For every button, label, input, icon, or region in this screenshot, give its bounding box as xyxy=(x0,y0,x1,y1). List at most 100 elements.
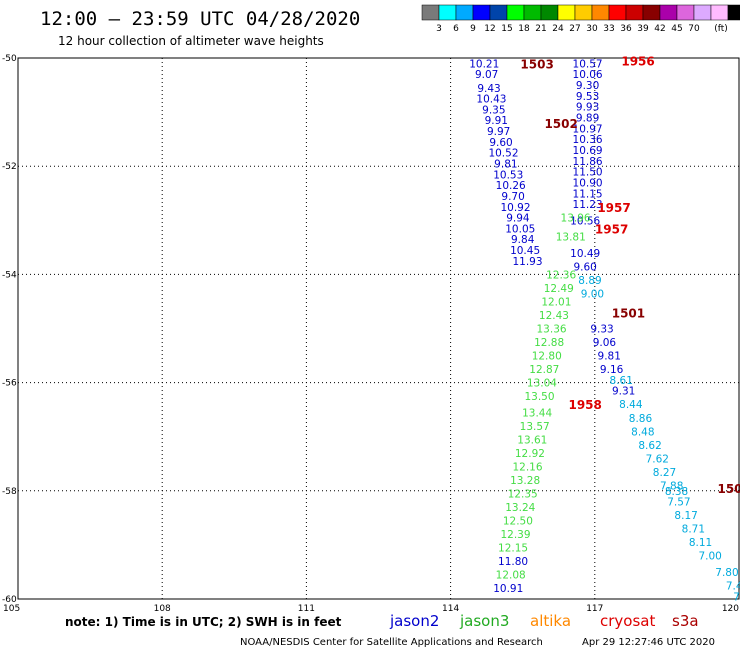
satellite-jason2: jason2 xyxy=(389,612,439,630)
satellite-altika: altika xyxy=(530,612,571,630)
wave-height-label: 8.11 xyxy=(689,537,712,549)
colorbar-label: 36 xyxy=(620,24,632,34)
colorbar-label: 39 xyxy=(637,24,649,34)
satellite-s3a: s3a xyxy=(672,612,699,630)
colorbar-swatch xyxy=(693,4,712,21)
wave-height-label: 11.15 xyxy=(573,188,603,200)
wave-height-label: 11.50 xyxy=(573,167,603,179)
colorbar-swatch xyxy=(506,4,525,21)
colorbar-swatch xyxy=(625,4,644,21)
colorbar-label: 30 xyxy=(586,24,598,34)
pass-number-label: 1503 xyxy=(520,57,553,71)
colorbar-label: 42 xyxy=(654,24,665,34)
colorbar-swatch xyxy=(421,4,440,21)
wave-height-label: 12.36 xyxy=(546,269,576,281)
pass-number-label: 1956 xyxy=(621,55,654,69)
wave-height-label: 11.23 xyxy=(573,199,603,211)
wave-height-label: 9.70 xyxy=(501,191,524,203)
wave-height-label: 12.87 xyxy=(529,364,559,376)
colorbar-swatch xyxy=(574,4,593,21)
wave-height-label: 9.43 xyxy=(477,83,500,95)
wave-height-label: 9.91 xyxy=(485,115,508,127)
y-tick-label: -58 xyxy=(2,487,17,497)
wave-height-label: 10.52 xyxy=(488,148,518,160)
wave-height-label: 12.16 xyxy=(512,461,542,473)
colorbar-swatch xyxy=(591,4,610,21)
wave-height-label: 9.16 xyxy=(600,364,624,376)
wave-height-label: 9.60 xyxy=(573,261,596,273)
wave-height-label: 10.26 xyxy=(496,180,526,192)
wave-height-label: 9.35 xyxy=(482,104,505,116)
pass-number-label: 1957 xyxy=(595,222,628,236)
wave-height-label: 10.90 xyxy=(573,177,603,189)
wave-height-label: 10.97 xyxy=(573,123,603,135)
colorbar-label: 70 xyxy=(688,24,700,34)
x-tick-label: 105 xyxy=(3,604,20,614)
colorbar-unit: (ft) xyxy=(714,24,728,34)
wave-height-label: 9.53 xyxy=(576,91,599,103)
wave-height-label: 9.30 xyxy=(576,80,599,92)
wave-height-label: 8.17 xyxy=(674,510,697,522)
colorbar-swatch xyxy=(710,4,729,21)
wave-height-label: 9.07 xyxy=(475,69,498,81)
colorbar-swatch xyxy=(438,4,457,21)
satellite-cryosat: cryosat xyxy=(600,612,655,630)
pass-number-label: 1957 xyxy=(597,201,630,215)
wave-height-label: 10.43 xyxy=(476,94,506,106)
colorbar-swatch xyxy=(489,4,508,21)
colorbar-swatch xyxy=(642,4,661,21)
plot-frame xyxy=(17,57,740,600)
wave-height-label: 9.89 xyxy=(576,113,599,125)
wave-height-label: 8.61 xyxy=(610,375,633,387)
colorbar-label: 18 xyxy=(518,24,530,34)
pass-number-label: 1958 xyxy=(568,398,601,412)
colorbar-swatch xyxy=(676,4,695,21)
wave-height-label: 10.05 xyxy=(505,223,535,235)
colorbar-label: 12 xyxy=(484,24,495,34)
wave-height-label: 7.62 xyxy=(646,453,669,465)
wave-height-label: 7.88 xyxy=(660,480,683,492)
wave-height-label: 9.81 xyxy=(494,158,517,170)
wave-height-label: 8.62 xyxy=(638,440,661,452)
wave-height-label: 9.94 xyxy=(506,213,530,225)
grid-lines xyxy=(18,58,739,599)
wave-height-label: 8.86 xyxy=(629,413,653,425)
wave-height-label: 13.57 xyxy=(520,421,550,433)
colorbar-swatch xyxy=(557,4,576,21)
y-tick-label: -52 xyxy=(2,162,17,172)
wave-height-label: 13.50 xyxy=(524,391,554,403)
wave-height-label: 10.69 xyxy=(573,145,603,157)
wave-height-label: 12.50 xyxy=(503,516,533,528)
colorbar-swatch xyxy=(608,4,627,21)
wave-height-label: 9.93 xyxy=(576,102,599,114)
chart-subtitle: 12 hour collection of altimeter wave hei… xyxy=(58,34,324,48)
wave-height-label: 9.00 xyxy=(581,288,604,300)
wave-height-label: 10.49 xyxy=(570,248,600,260)
satellite-jason3: jason3 xyxy=(459,612,509,630)
wave-height-label: 10.57 xyxy=(573,58,603,70)
colorbar-label: 15 xyxy=(501,24,512,34)
y-tick-label: -56 xyxy=(2,379,17,389)
wave-height-label: 8.38 xyxy=(665,486,688,498)
colorbar-swatch xyxy=(523,4,542,21)
x-tick-label: 117 xyxy=(586,604,603,614)
wave-height-label: 11.93 xyxy=(512,256,542,268)
y-tick-label: -60 xyxy=(2,595,17,605)
colorbar-swatch xyxy=(659,4,678,21)
pass-number-label: 1500 xyxy=(717,482,740,496)
wave-height-label: 12.88 xyxy=(534,337,564,349)
wave-height-label: 12.43 xyxy=(539,310,569,322)
colorbar-label: 21 xyxy=(535,24,546,34)
colorbar-label: 3 xyxy=(436,24,442,34)
wave-height-label: 8.89 xyxy=(578,275,601,287)
axis-ticks: 105 108 111 114 117 120 -50 -52 -54 -56 -58 -60 xyxy=(2,54,739,614)
wave-height-label: 13.44 xyxy=(522,407,552,419)
y-tick-label: -54 xyxy=(2,270,17,280)
wave-height-label: 10.21 xyxy=(469,58,499,70)
chart-title: 12:00 — 23:59 UTC 04/28/2020 xyxy=(40,8,360,30)
credit-text: NOAA/NESDIS Center for Satellite Applica… xyxy=(240,637,543,648)
colorbar-swatch xyxy=(455,4,474,21)
wave-height-label: 13.28 xyxy=(510,475,540,487)
wave-height-label: 13.81 xyxy=(556,232,586,244)
